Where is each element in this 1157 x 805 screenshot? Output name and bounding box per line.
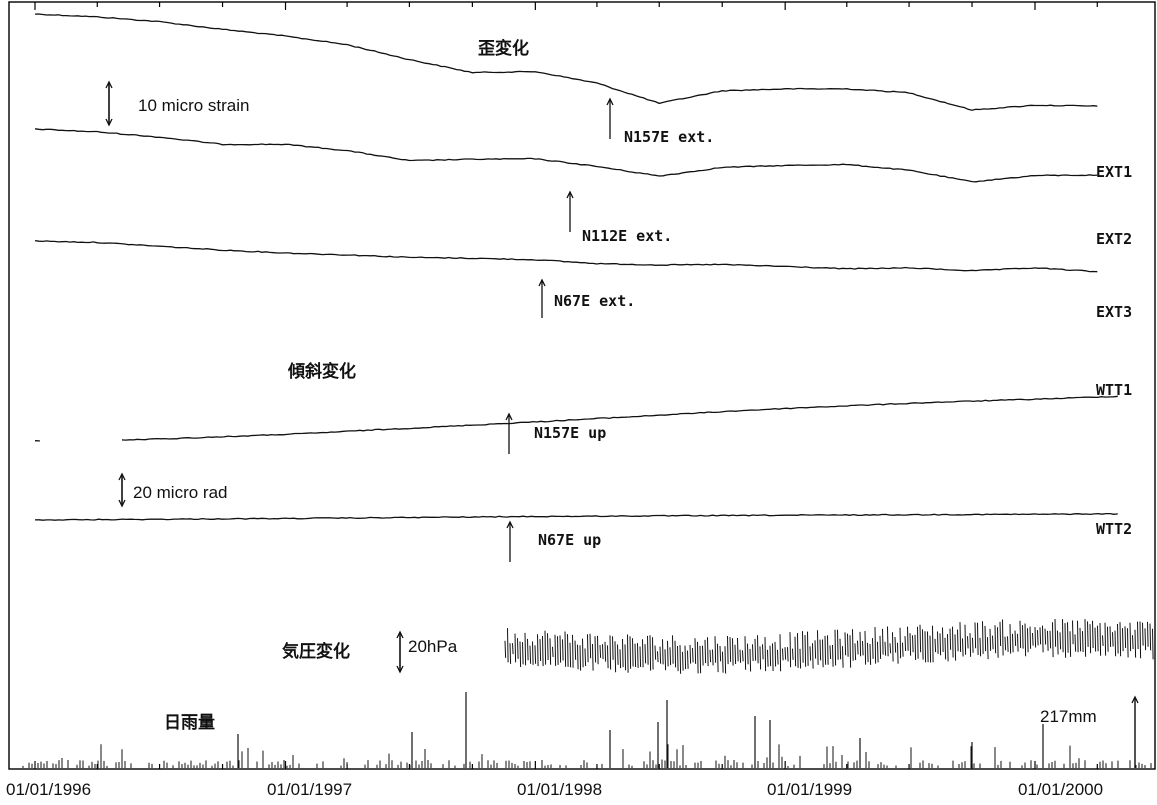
series-line-ext3 [35,241,1097,272]
ext2-direction-label: N112E ext. [582,227,672,245]
x-tick-label-1999: 01/01/1999 [767,780,852,800]
ext3-series-label: EXT3 [1096,303,1132,321]
tilt-scale-label: 20 micro rad [133,483,227,503]
series-line-ext2 [35,129,1097,182]
rain-max-label: 217mm [1040,707,1097,727]
strain-group-label: 歪変化 [478,34,529,59]
wtt2-series-label: WTT2 [1096,520,1132,538]
pressure-group-label: 気圧変化 [282,637,350,662]
x-tick-label-1997: 01/01/1997 [267,780,352,800]
ext2-series-label: EXT2 [1096,230,1132,248]
tilt-group-label: 傾斜変化 [288,357,356,382]
x-tick-label-2000: 01/01/2000 [1018,780,1103,800]
pressure-trace [505,619,1153,674]
wtt1-series-label: WTT1 [1096,381,1132,399]
pressure-scale-label: 20hPa [408,637,457,657]
plot-frame [9,2,1155,769]
x-tick-label-1996: 01/01/1996 [6,780,91,800]
ext1-direction-label: N157E ext. [624,128,714,146]
ext1-series-label: EXT1 [1096,163,1132,181]
x-tick-label-1998: 01/01/1998 [517,780,602,800]
strain-scale-label: 10 micro strain [138,96,249,116]
ext3-direction-label: N67E ext. [554,292,635,310]
series-line-wtt2 [35,514,1118,521]
wtt2-direction-label: N67E up [538,531,601,549]
wtt1-data-gap [40,428,122,448]
rain-group-label: 日雨量 [164,708,215,733]
wtt1-direction-label: N157E up [534,424,606,442]
